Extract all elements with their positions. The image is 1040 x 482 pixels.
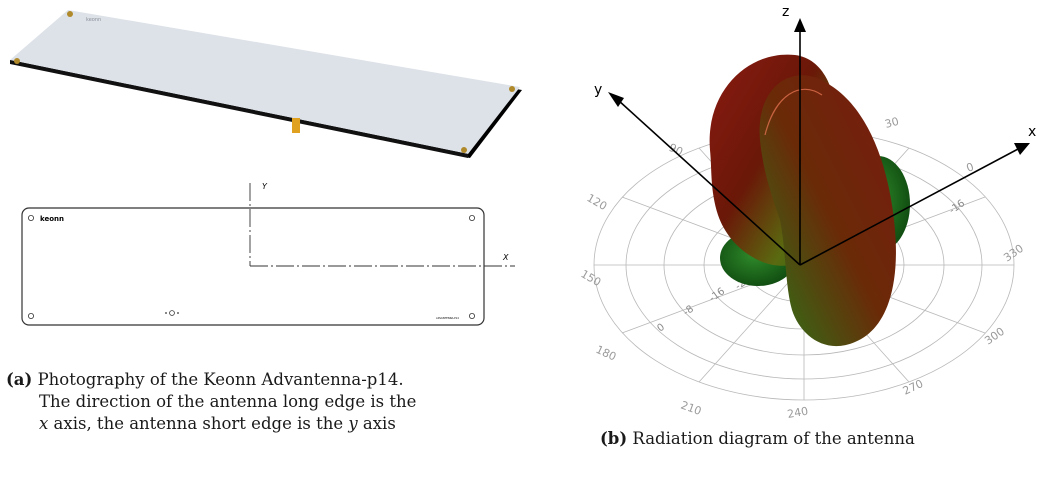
- photo-logo: keonn: [86, 17, 101, 23]
- dot-icon: [177, 312, 179, 314]
- angle-label: 150: [579, 267, 604, 289]
- angle-labels: 30 0 330 300 270 240 210 180 150 120 90: [579, 115, 1026, 421]
- caption-a-line1: Photography of the Keonn Advantenna-p14.: [37, 370, 404, 389]
- drawing-brand: keonn: [40, 215, 64, 223]
- y-arrow-icon: [608, 92, 624, 107]
- figure-panel-a: keonn Y X keonn ADVANTENNA-P14 (a) Photo…: [6, 10, 526, 435]
- plate-surface: [10, 10, 520, 154]
- x-arrow-icon: [1014, 143, 1030, 155]
- angle-label: 210: [679, 399, 703, 418]
- grid-spoke: [698, 264, 805, 383]
- screw-icon: [14, 58, 20, 64]
- angle-label: 300: [982, 325, 1007, 348]
- caption-a-var-y: y: [348, 414, 358, 433]
- antenna-illustration: keonn Y X keonn ADVANTENNA-P14: [10, 10, 522, 326]
- caption-a-tag: (a): [6, 370, 33, 389]
- plate-front-edge: [10, 60, 468, 158]
- hole-icon: [468, 312, 475, 319]
- y-axis-label: y: [594, 82, 602, 98]
- radiation-lobes: [709, 54, 910, 347]
- x-axis: [799, 148, 1019, 266]
- angle-label: 180: [594, 343, 619, 364]
- angle-label: 30: [883, 115, 900, 131]
- figure-panel-b: 30 0 330 300 270 240 210 180 150 120 90 …: [560, 0, 1040, 482]
- caption-a-line3-end: axis: [357, 414, 396, 433]
- hole-icon: [27, 214, 34, 221]
- screw-icon: [67, 11, 73, 17]
- coordinate-axes: [608, 18, 1030, 266]
- drawing-model: ADVANTENNA-P14: [436, 316, 459, 320]
- radiation-diagram: 30 0 330 300 270 240 210 180 150 120 90 …: [579, 4, 1037, 421]
- z-arrow-icon: [794, 18, 806, 32]
- caption-a-var-x: x: [39, 414, 49, 433]
- connector-hole-icon: [169, 310, 175, 316]
- main-lobe-front: [759, 75, 896, 347]
- screw-icon: [461, 147, 467, 153]
- angle-label: 120: [585, 191, 610, 213]
- angle-label: 90: [667, 141, 685, 159]
- antenna-photo: keonn: [10, 10, 522, 158]
- lobe-highlight: [764, 88, 823, 136]
- radial-label: -16: [947, 198, 967, 216]
- angle-label: 0: [965, 160, 976, 175]
- caption-a: (a) Photography of the Keonn Advantenna-…: [6, 369, 526, 435]
- drawing-x-label: X: [502, 253, 509, 262]
- screw-icon: [509, 86, 515, 92]
- hole-icon: [27, 312, 34, 319]
- dot-icon: [165, 312, 167, 314]
- caption-b: (b) Radiation diagram of the antenna: [600, 428, 1040, 450]
- radial-label: -16: [707, 286, 727, 304]
- y-axis: [617, 99, 801, 266]
- caption-b-tag: (b): [600, 429, 628, 448]
- hole-icon: [468, 214, 475, 221]
- radial-label: 0: [655, 322, 667, 335]
- connector-icon: [292, 118, 300, 133]
- antenna-technical-drawing: Y X keonn ADVANTENNA-P14: [21, 182, 515, 326]
- caption-a-line3-mid: axis, the antenna short edge is the: [48, 414, 349, 433]
- caption-b-text: Radiation diagram of the antenna: [632, 429, 915, 448]
- drawing-y-label: Y: [262, 182, 268, 191]
- caption-a-line2: The direction of the antenna long edge i…: [39, 392, 417, 411]
- z-axis-label: z: [782, 4, 789, 20]
- axis-labels: z y x: [594, 4, 1036, 140]
- angle-label: 270: [901, 377, 926, 398]
- drawing-outline: [21, 207, 485, 326]
- angle-label: 240: [786, 405, 809, 421]
- x-axis-label: x: [1028, 124, 1036, 140]
